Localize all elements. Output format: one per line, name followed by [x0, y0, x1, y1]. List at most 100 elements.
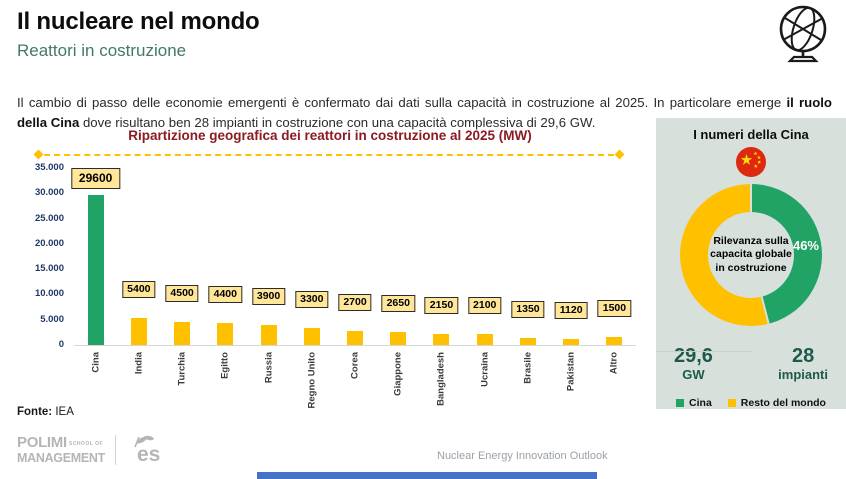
bar-group-cina: 29600 Cina	[70, 168, 121, 373]
value-label: 2650	[381, 294, 415, 312]
chart-title-divider	[44, 154, 614, 156]
stat-gw-value: 29,6	[674, 345, 713, 367]
bar-group-egitto: 4400 Egitto	[204, 168, 247, 379]
bar	[347, 331, 364, 345]
stat-gw-unit: GW	[682, 367, 705, 382]
globe-icon	[779, 5, 827, 63]
china-flag-icon	[736, 147, 766, 177]
legend-item: Resto del mondo	[727, 397, 826, 409]
category-label: Cina	[90, 352, 102, 373]
legend-item: Cina	[676, 397, 712, 409]
china-stats: 29,6 GW 28 impianti	[656, 345, 846, 383]
page-subtitle: Reattori in costruzione	[17, 41, 187, 60]
y-tick: 35.000	[34, 162, 64, 173]
bar	[606, 337, 623, 345]
source-value: IEA	[55, 406, 74, 418]
value-label: 2150	[424, 296, 459, 314]
value-label: 4500	[165, 284, 199, 302]
value-label: 1350	[511, 300, 545, 318]
category-label: Brasile	[522, 352, 534, 384]
y-tick: 5.000	[40, 313, 64, 325]
donut-legend: Cina Resto del mondo	[656, 397, 846, 409]
value-label: 2100	[468, 296, 502, 314]
polimi-logo: POLIMI SCHOOL OF MANAGEMENT	[17, 435, 105, 465]
panel-rule	[656, 351, 752, 352]
bar-group-altro: 1500 Altro	[593, 168, 636, 374]
bar-group-india: 5400 India	[117, 168, 160, 374]
bar	[174, 322, 191, 345]
y-tick: 25.000	[34, 212, 64, 224]
intro-paragraph: Il cambio di passo delle economie emerge…	[17, 93, 832, 133]
bar	[563, 339, 580, 345]
intro-text-before: Il cambio di passo delle economie emerge…	[17, 95, 787, 111]
category-label: Egitto	[219, 352, 231, 379]
logo-divider	[114, 435, 116, 465]
bar-group-brasile: 1350 Brasile	[506, 168, 549, 384]
logo-block: POLIMI SCHOOL OF MANAGEMENT es	[17, 433, 166, 467]
value-label: 1500	[597, 299, 632, 317]
value-label: 3900	[251, 287, 286, 305]
value-label: 3300	[295, 290, 329, 308]
bar	[519, 338, 536, 345]
category-label: Turchia	[176, 352, 188, 386]
stat-plants: 28 impianti	[778, 345, 828, 383]
category-label: Corea	[349, 352, 361, 379]
value-label: 2700	[338, 293, 372, 311]
donut-percent-label: 46%	[792, 238, 819, 253]
category-label: Russia	[263, 352, 275, 384]
polimi-logo-schoolof: SCHOOL OF	[68, 441, 104, 448]
bar	[260, 325, 277, 345]
category-label: India	[133, 352, 145, 375]
bar-group-ucraina: 2100 Ucraina	[463, 168, 506, 387]
es-logo-text: es	[137, 443, 160, 466]
y-axis: 35.000 30.000 25.000 20.000 15.000 10.000 5.00…	[10, 126, 68, 356]
china-panel: I numeri della Cina Rilevanza sulla capa…	[656, 118, 846, 409]
bar	[390, 332, 407, 345]
footer-title: Nuclear Energy Innovation Outlook	[437, 450, 608, 462]
stat-plants-value: 28	[791, 345, 815, 367]
bar	[130, 318, 147, 345]
value-label: 5400	[122, 280, 156, 298]
value-label: 4400	[208, 285, 242, 303]
legend-swatch	[727, 399, 736, 407]
polimi-logo-line1: POLIMI	[17, 434, 67, 452]
y-tick: 20.000	[34, 237, 64, 249]
bar-group-bangladesh: 2150 Bangladesh	[420, 168, 463, 406]
value-label: 1120	[554, 301, 588, 319]
panel-title: I numeri della Cina	[693, 127, 809, 142]
intro-text-bold: il ruolo della Cina	[17, 95, 832, 130]
polimi-logo-line2: MANAGEMENT	[17, 451, 105, 466]
bar-group-giappone: 2650 Giappone	[377, 168, 420, 396]
bar-group-pakistan: 1120 Pakistan	[550, 168, 593, 391]
bar	[87, 195, 104, 345]
stat-gw: 29,6 GW	[674, 345, 713, 383]
category-label: Pakistan	[565, 352, 577, 392]
bar-group-russia: 3900 Russia	[247, 168, 290, 383]
category-label: Altro	[608, 352, 620, 375]
donut-center-label: Rilevanza sulla capacita globale in cost…	[708, 212, 794, 298]
intro-text-after: dove risultano ben 28 impianti in costru…	[79, 114, 596, 130]
bar	[433, 334, 450, 345]
bar-group-regno-unito: 3300 Regno Unito	[290, 168, 333, 408]
y-tick: 15.000	[34, 263, 64, 275]
y-tick: 0	[58, 338, 64, 350]
plot-area: 29600 Cina 5400 India 4500 Turchia 4400 Egitto 3…	[70, 168, 636, 408]
stat-plants-unit: impianti	[778, 367, 828, 382]
category-label: Regno Unito	[306, 352, 318, 409]
y-tick: 30.000	[34, 187, 64, 199]
source-note: Fonte: IEA	[17, 406, 74, 418]
category-label: Giappone	[392, 352, 404, 396]
category-label: Ucraina	[479, 352, 491, 387]
bar-chart: Ripartizione geografica dei reattori in …	[10, 126, 644, 428]
bottom-scrollbar[interactable]	[257, 472, 597, 479]
bar	[217, 323, 234, 345]
chart-title: Ripartizione geografica dei reattori in …	[128, 128, 532, 143]
legend-label: Resto del mondo	[740, 397, 826, 409]
bar-group-turchia: 4500 Turchia	[160, 168, 203, 386]
source-label: Fonte:	[17, 406, 53, 418]
bar-group-corea: 2700 Corea	[333, 168, 376, 379]
bar	[303, 328, 320, 345]
es-logo: es	[134, 435, 160, 466]
y-tick: 10.000	[34, 288, 64, 300]
